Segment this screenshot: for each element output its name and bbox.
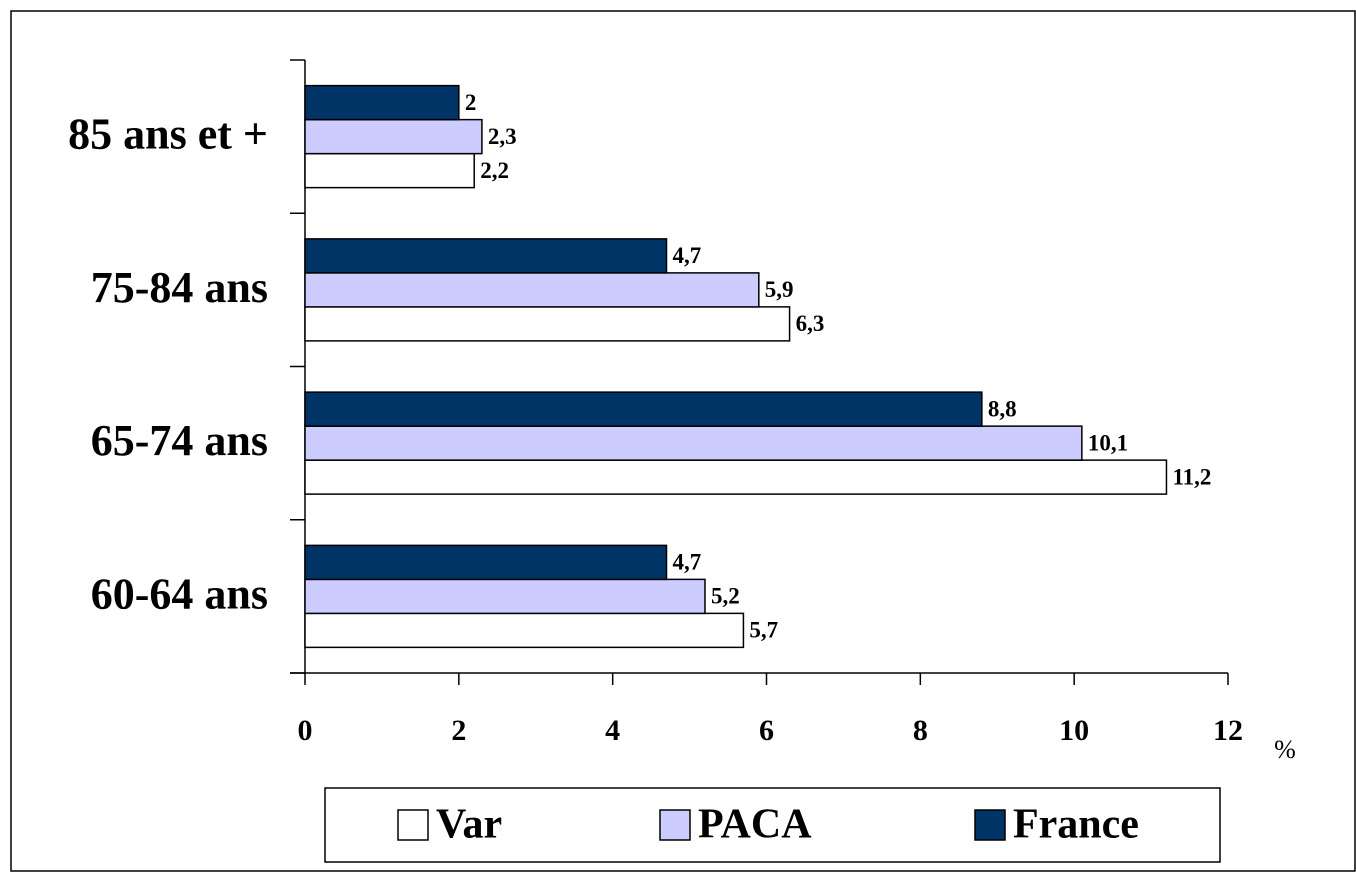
legend-swatch bbox=[974, 809, 1006, 841]
bar bbox=[304, 544, 668, 581]
category-label: 85 ans et + bbox=[68, 110, 268, 159]
data-label: 4,7 bbox=[673, 243, 702, 268]
bar bbox=[304, 578, 706, 615]
data-label: 5,7 bbox=[749, 618, 778, 643]
x-tick-label: 8 bbox=[913, 714, 928, 747]
category-label: 60-64 ans bbox=[91, 569, 268, 618]
axis-unit: % bbox=[1274, 735, 1296, 764]
x-tick-label: 2 bbox=[451, 714, 466, 747]
data-label: 10,1 bbox=[1088, 430, 1128, 455]
bar bbox=[304, 425, 1083, 461]
x-tick-label: 12 bbox=[1213, 714, 1243, 747]
legend-swatch bbox=[659, 809, 691, 841]
data-label: 2,2 bbox=[480, 158, 509, 183]
data-label: 2,3 bbox=[488, 124, 517, 149]
data-label: 5,2 bbox=[711, 584, 740, 609]
bar bbox=[304, 612, 745, 649]
category-label: 65-74 ans bbox=[91, 416, 268, 465]
x-tick-label: 4 bbox=[605, 714, 620, 747]
x-tick-label: 10 bbox=[1059, 714, 1089, 747]
data-label: 4,7 bbox=[673, 550, 702, 575]
data-label: 6,3 bbox=[796, 311, 825, 336]
legend-label: France bbox=[1013, 802, 1139, 848]
bar bbox=[304, 459, 1168, 495]
bar bbox=[304, 238, 668, 274]
x-tick-label: 6 bbox=[759, 714, 774, 747]
bar bbox=[304, 84, 460, 121]
category-label: 75-84 ans bbox=[91, 263, 268, 312]
data-label: 8,8 bbox=[988, 396, 1017, 421]
bar bbox=[304, 272, 760, 308]
legend-box bbox=[324, 787, 1221, 863]
bar bbox=[304, 118, 483, 155]
bar bbox=[304, 391, 983, 427]
bar bbox=[304, 152, 475, 189]
data-label: 11,2 bbox=[1172, 464, 1211, 489]
bar bbox=[304, 306, 791, 342]
legend-label: PACA bbox=[698, 802, 812, 848]
x-tick-label: 0 bbox=[298, 714, 313, 747]
legend-swatch bbox=[397, 809, 429, 841]
data-label: 2 bbox=[465, 90, 477, 115]
legend-label: Var bbox=[436, 802, 502, 848]
data-label: 5,9 bbox=[765, 277, 794, 302]
